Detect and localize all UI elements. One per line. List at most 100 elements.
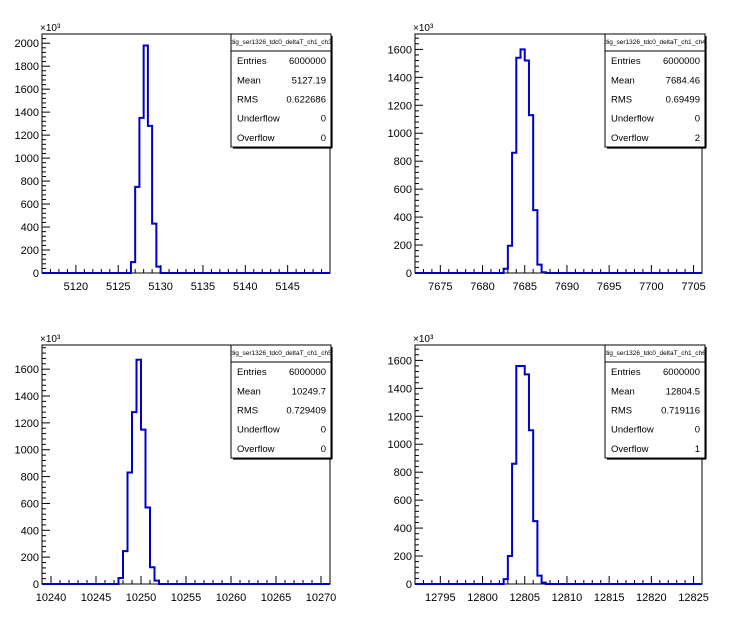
histogram-bin xyxy=(508,246,512,273)
histogram-bin xyxy=(119,578,124,584)
histogram-bin xyxy=(137,360,142,584)
y-tick-label: 200 xyxy=(394,240,412,252)
y-tick-label: 400 xyxy=(21,222,39,234)
histogram-bin xyxy=(512,153,516,273)
histogram-bin xyxy=(504,269,508,273)
y-tick-label: 800 xyxy=(394,467,412,479)
x-tick-label: 5120 xyxy=(64,281,88,293)
y-tick-label: 600 xyxy=(21,199,39,211)
x-tick-label: 12795 xyxy=(425,592,456,604)
x-tick-label: 5130 xyxy=(148,281,172,293)
x-tick-label: 7705 xyxy=(681,281,705,293)
stats-box: dig_ser1326_tdc0_deltaT_ch1_ch3 Entries 60… xyxy=(230,33,333,149)
x-tick-label: 12825 xyxy=(678,592,709,604)
x-tick-label: 12810 xyxy=(552,592,583,604)
y-tick-label: 1000 xyxy=(15,153,39,165)
stat-label-entries: Entries xyxy=(611,367,641,378)
stat-label-overflow: Overflow xyxy=(611,444,649,455)
histogram-panel-2: 0 200 400 600 800 1000 1200 1400 1600 7675 7680 768… xyxy=(388,23,707,293)
stat-label-rms: RMS xyxy=(611,95,632,106)
y-tick-label: 0 xyxy=(406,268,412,280)
stat-value-mean: 5127.19 xyxy=(292,75,326,86)
y-exponent-label: ×10³ xyxy=(413,23,434,34)
stat-value-underflow: 0 xyxy=(321,114,326,125)
stat-value-rms: 0.719116 xyxy=(661,406,700,417)
histogram-bin xyxy=(533,210,537,273)
y-tick-label: 800 xyxy=(21,176,39,188)
y-tick-label: 1400 xyxy=(15,107,39,119)
x-tick-label: 12815 xyxy=(594,592,625,604)
y-tick-label: 800 xyxy=(21,472,39,484)
histogram-bin xyxy=(542,583,546,584)
x-tick-label: 5125 xyxy=(106,281,130,293)
y-tick-label: 1000 xyxy=(388,128,412,140)
stat-label-overflow: Overflow xyxy=(237,444,275,455)
stat-label-entries: Entries xyxy=(237,367,267,378)
y-tick-label: 800 xyxy=(394,156,412,168)
stats-box-frame xyxy=(604,33,706,148)
y-tick-label: 1800 xyxy=(15,61,39,73)
x-tick-label: 7685 xyxy=(512,281,536,293)
stat-value-entries: 6000000 xyxy=(663,367,700,378)
histogram-title: dig_ser1326_tdc0_deltaT_ch1_ch3 xyxy=(230,39,332,46)
y-tick-label: 1600 xyxy=(15,364,39,376)
histogram-bin xyxy=(512,464,516,584)
y-tick-label: 0 xyxy=(33,268,39,280)
stat-value-mean: 7684.46 xyxy=(666,75,700,86)
histogram-bin xyxy=(529,115,533,273)
stat-label-rms: RMS xyxy=(611,406,632,417)
y-tick-label: 0 xyxy=(406,579,412,591)
y-exponent-label: ×10³ xyxy=(413,334,434,345)
y-tick-label: 1600 xyxy=(15,84,39,96)
y-tick-label: 600 xyxy=(394,495,412,507)
y-tick-label: 600 xyxy=(21,498,39,510)
stat-label-overflow: Overflow xyxy=(611,133,649,144)
x-tick-label: 7690 xyxy=(555,281,579,293)
stat-value-rms: 0.729409 xyxy=(286,406,326,417)
stat-value-underflow: 0 xyxy=(695,114,700,125)
x-tick-label: 10240 xyxy=(36,592,67,604)
stats-box: dig_ser1326_tdc0_deltaT_ch1_ch5 Entries 60… xyxy=(230,344,333,460)
histogram-outline xyxy=(42,44,330,274)
stat-label-entries: Entries xyxy=(237,56,267,67)
histogram-bin xyxy=(516,366,520,584)
histogram-bin xyxy=(131,262,135,273)
stat-value-underflow: 0 xyxy=(321,425,326,436)
stat-value-underflow: 0 xyxy=(695,425,700,436)
histogram-bin xyxy=(144,45,148,273)
histogram-panel-4: 0 200 400 600 800 1000 1200 1400 1600 12795 12800 1… xyxy=(388,334,709,604)
histogram-bin xyxy=(152,224,156,273)
x-tick-label: 10245 xyxy=(81,592,112,604)
x-tick-label: 10270 xyxy=(306,592,337,604)
stat-value-rms: 0.69499 xyxy=(666,95,700,106)
histogram-bin xyxy=(128,473,133,584)
x-tick-label: 7675 xyxy=(428,281,452,293)
stat-label-mean: Mean xyxy=(237,386,261,397)
y-tick-label: 1400 xyxy=(388,383,412,395)
y-tick-label: 200 xyxy=(394,551,412,563)
y-tick-label: 1200 xyxy=(15,418,39,430)
x-tick-label: 5135 xyxy=(191,281,215,293)
histogram-title: dig_ser1326_tdc0_deltaT_ch1_ch4 xyxy=(604,39,706,46)
stat-label-mean: Mean xyxy=(611,75,635,86)
stat-value-overflow: 0 xyxy=(321,133,326,144)
x-tick-label: 5140 xyxy=(233,281,257,293)
stat-label-mean: Mean xyxy=(237,75,261,86)
stats-box: dig_ser1326_tdc0_deltaT_ch1_ch6 Entries 60… xyxy=(604,344,707,460)
x-tick-label: 10255 xyxy=(171,592,202,604)
y-tick-label: 400 xyxy=(394,523,412,535)
stats-box-frame xyxy=(230,33,332,148)
x-tick-label: 12805 xyxy=(509,592,540,604)
histogram-bin xyxy=(139,118,143,273)
histogram-outline xyxy=(415,364,702,585)
stats-box-frame xyxy=(604,344,706,459)
stat-value-entries: 6000000 xyxy=(663,56,700,67)
y-tick-label: 1200 xyxy=(15,130,39,142)
stat-label-entries: Entries xyxy=(611,56,641,67)
histogram-bin xyxy=(529,430,533,584)
y-tick-label: 1400 xyxy=(15,391,39,403)
stats-box: dig_ser1326_tdc0_deltaT_ch1_ch4 Entries 60… xyxy=(604,33,707,149)
histogram-bin xyxy=(123,551,128,584)
histogram-title: dig_ser1326_tdc0_deltaT_ch1_ch5 xyxy=(230,350,332,357)
x-tick-label: 10265 xyxy=(261,592,292,604)
